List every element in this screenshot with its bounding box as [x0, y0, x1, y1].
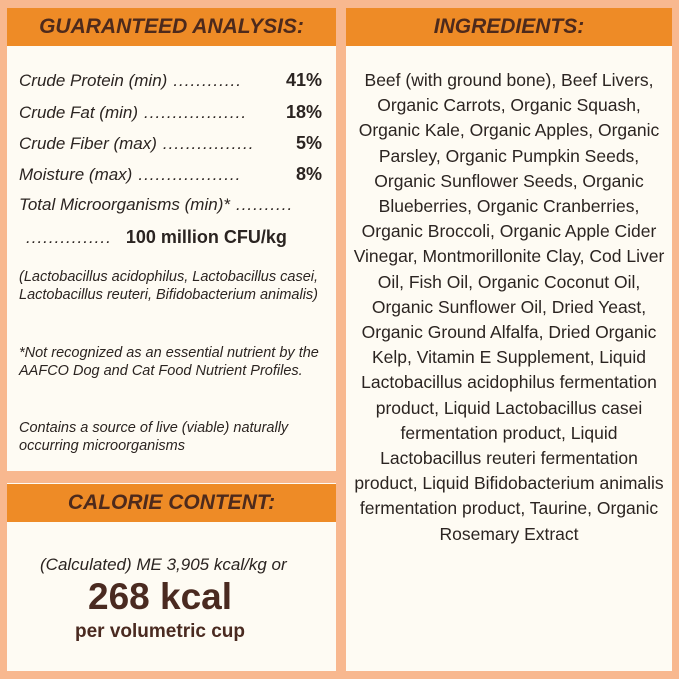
row-label: Moisture (max) — [19, 165, 133, 184]
dot-leader: .................. — [138, 165, 242, 184]
calorie-per-cup: per volumetric cup — [75, 621, 245, 642]
analysis-row: Crude Fat (min).................. 18% — [19, 102, 322, 123]
analysis-title: GUARANTEED ANALYSIS: — [7, 8, 336, 46]
dot-leader: .................. — [144, 103, 248, 122]
dot-leader: ............ — [173, 71, 243, 90]
analysis-row: Crude Fiber (max)................ 5% — [19, 133, 322, 154]
row-value: 18% — [285, 102, 322, 122]
row-label: Crude Fat (min) — [19, 103, 139, 122]
row-value: 8% — [295, 164, 322, 184]
ingredients-title: INGREDIENTS: — [346, 8, 672, 46]
dot-leader: .......... — [235, 195, 294, 214]
calorie-kcal: 268 kcal — [88, 576, 233, 617]
live-note: Contains a source of live (viable) natur… — [19, 420, 289, 454]
row-label: Total Microorganisms (min)* — [19, 195, 230, 214]
calorie-calculated: (Calculated) ME 3,905 kcal/kg or — [40, 555, 287, 574]
analysis-row: Moisture (max).................. 8% — [19, 164, 322, 185]
calorie-title: CALORIE CONTENT: — [7, 484, 336, 522]
aafco-footnote: *Not recognized as an essential nutrient… — [19, 345, 319, 379]
microorganisms-row: Total Microorganisms (min)*.......... — [19, 195, 322, 215]
microorganisms-value: 100 million CFU/kg — [125, 227, 287, 247]
analysis-panel — [7, 8, 336, 471]
analysis-row: Crude Protein (min)............ 41% — [19, 70, 322, 91]
strains-note: (Lactobacillus acidophilus, Lactobacillu… — [19, 269, 319, 303]
row-label: Crude Protein (min) — [19, 71, 168, 90]
row-value: 41% — [285, 70, 322, 90]
row-label: Crude Fiber (max) — [19, 134, 157, 153]
microorganisms-value-row: ............... 100 million CFU/kg — [26, 227, 287, 248]
dot-leader: ............... — [26, 228, 112, 247]
ingredients-panel — [346, 8, 672, 671]
row-value: 5% — [295, 133, 322, 153]
dot-leader: ................ — [162, 134, 255, 153]
ingredients-text: Beef (with ground bone), Beef Livers, Or… — [353, 70, 665, 544]
